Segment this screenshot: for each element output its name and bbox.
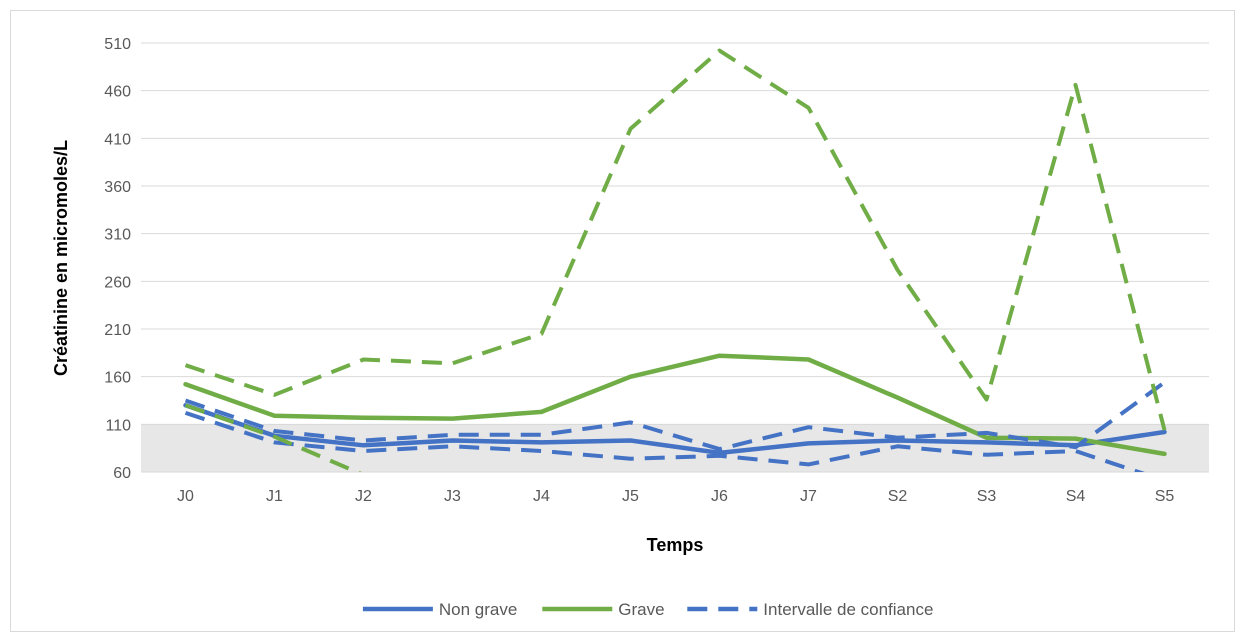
y-tick-label: 260 — [104, 274, 131, 291]
legend-item: Intervalle de confiance — [687, 600, 933, 619]
chart-frame — [10, 10, 1235, 632]
y-tick-label: 460 — [104, 84, 131, 101]
legend-item: Non grave — [362, 600, 517, 619]
series-line-1 — [183, 353, 1167, 457]
y-axis-title: Créatinine en micromoles/L — [51, 140, 71, 376]
y-tick-label: 510 — [104, 36, 131, 53]
x-tick-label: J3 — [444, 488, 461, 505]
series-line-2 — [184, 380, 1166, 452]
x-tick-label: S5 — [1155, 488, 1175, 505]
x-tick-label: S3 — [977, 488, 997, 505]
y-tick-label: 310 — [104, 227, 131, 244]
x-tick-label: J4 — [533, 488, 550, 505]
y-tick-label: 110 — [105, 417, 131, 434]
y-tick-label: 360 — [104, 179, 131, 196]
series-line-0 — [183, 403, 1167, 456]
x-tick-label: S4 — [1066, 488, 1086, 505]
x-axis-ticks: J0 J1 J2 J3 J4 J5 J6 J7 S2 S3 S4 S5 — [177, 488, 1174, 505]
legend-item: Grave — [542, 600, 665, 619]
legend-label: Intervalle de confiance — [763, 600, 933, 619]
x-tick-label: J0 — [177, 488, 194, 505]
legend-label: Grave — [618, 600, 664, 619]
legend: Non grave Grave Intervalle de confiance — [362, 600, 933, 619]
y-axis-ticks: 60 110 160 210 260 310 360 410 460 510 — [104, 36, 131, 482]
x-tick-label: J5 — [622, 488, 639, 505]
gridlines — [141, 42, 1209, 473]
x-tick-label: J7 — [800, 488, 817, 505]
series-line-3 — [184, 411, 1145, 472]
x-tick-label: J1 — [266, 488, 283, 505]
series-layer — [183, 48, 1167, 472]
x-tick-label: J2 — [355, 488, 372, 505]
series-line-4 — [184, 48, 1167, 431]
x-tick-label: S2 — [888, 488, 908, 505]
x-axis-title: Temps — [647, 535, 704, 555]
y-tick-label: 60 — [113, 465, 131, 482]
x-tick-label: J6 — [711, 488, 728, 505]
y-tick-label: 410 — [104, 131, 131, 148]
y-tick-label: 160 — [104, 370, 131, 387]
legend-label: Non grave — [439, 600, 517, 619]
y-tick-label: 210 — [104, 322, 131, 339]
